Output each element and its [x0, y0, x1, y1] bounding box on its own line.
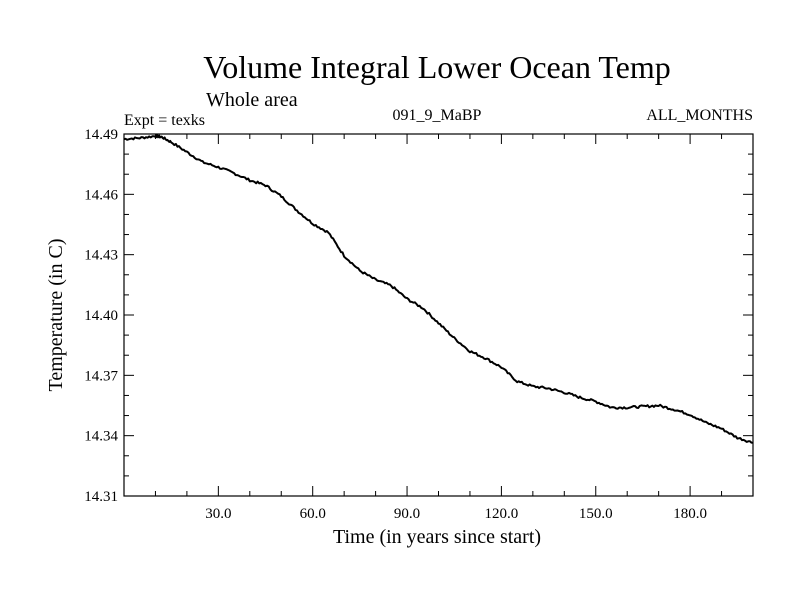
x-tick-label: 30.0: [205, 506, 231, 522]
chart-title: Volume Integral Lower Ocean Temp: [203, 49, 671, 85]
x-axis-label: Time (in years since start): [333, 526, 541, 548]
x-tick-label: 60.0: [300, 506, 326, 522]
y-axis-ticks: [124, 153, 753, 477]
y-tick-label: 14.40: [84, 308, 118, 324]
y-tick-label: 14.31: [84, 489, 118, 505]
y-tick-label: 14.34: [84, 429, 118, 445]
x-tick-label: 180.0: [673, 506, 707, 522]
y-tick-label: 14.46: [84, 187, 118, 203]
y-tick-label: 14.49: [84, 127, 118, 143]
y-axis-tick-labels: 14.31 14.34 14.37 14.40 14.43 14.46 14.49: [84, 127, 118, 505]
x-axis-tick-labels: 30.0 60.0 90.0 120.0 150.0 180.0: [205, 506, 707, 522]
x-tick-label: 90.0: [394, 506, 420, 522]
run-label: 091_9_MaBP: [393, 107, 482, 124]
expt-label: Expt = texks: [124, 112, 205, 129]
y-tick-label: 14.43: [84, 248, 118, 264]
months-label: ALL_MONTHS: [646, 107, 753, 124]
y-axis-label: Temperature (in C): [45, 239, 67, 392]
y-tick-label: 14.37: [84, 368, 118, 384]
x-axis-ticks: [154, 134, 723, 496]
plot-frame: [123, 133, 754, 497]
x-tick-label: 150.0: [579, 506, 613, 522]
x-tick-label: 120.0: [485, 506, 519, 522]
chart-subtitle: Whole area: [206, 89, 298, 111]
series-line-temperature: [123, 134, 754, 444]
